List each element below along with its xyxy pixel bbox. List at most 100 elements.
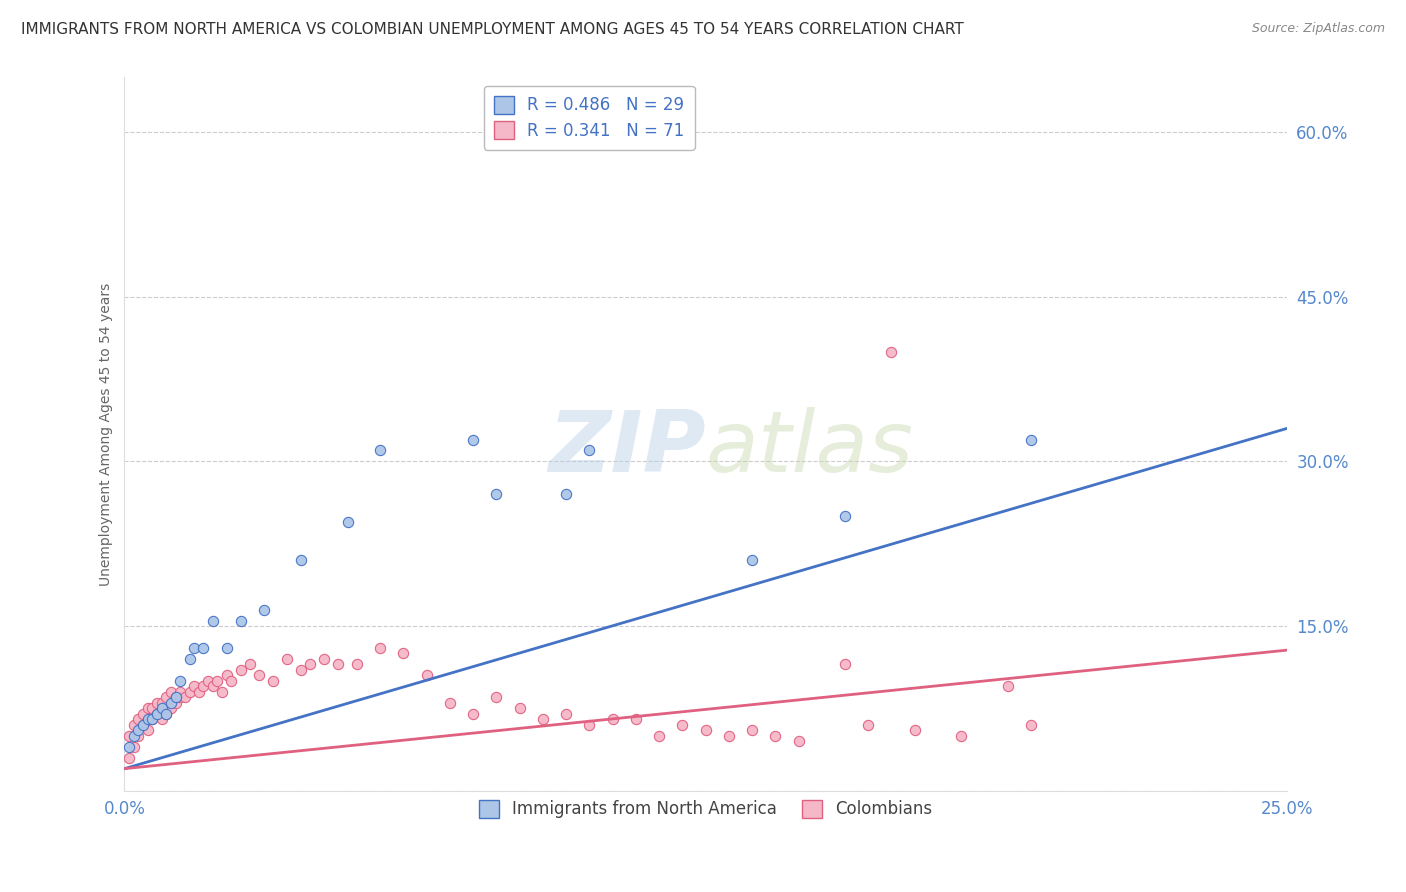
Point: [262, 673, 284, 688]
Point: [193, 679, 215, 693]
Point: [229, 614, 252, 628]
Point: [201, 679, 224, 693]
Point: [118, 739, 141, 754]
Point: [392, 647, 415, 661]
Point: [276, 652, 298, 666]
Text: ZIP: ZIP: [548, 407, 706, 490]
Point: [127, 729, 149, 743]
Point: [439, 696, 461, 710]
Text: IMMIGRANTS FROM NORTH AMERICA VS COLOMBIAN UNEMPLOYMENT AMONG AGES 45 TO 54 YEAR: IMMIGRANTS FROM NORTH AMERICA VS COLOMBI…: [21, 22, 965, 37]
Point: [290, 663, 312, 677]
Point: [578, 443, 600, 458]
Point: [118, 750, 141, 764]
Point: [165, 696, 187, 710]
Point: [127, 723, 149, 738]
Point: [555, 487, 578, 501]
Point: [461, 706, 484, 721]
Point: [132, 718, 155, 732]
Point: [290, 553, 312, 567]
Point: [415, 668, 437, 682]
Point: [834, 509, 856, 524]
Point: [169, 673, 191, 688]
Point: [215, 640, 238, 655]
Legend: Immigrants from North America, Colombians: Immigrants from North America, Colombian…: [472, 793, 939, 825]
Point: [328, 657, 350, 672]
Point: [183, 640, 205, 655]
Point: [717, 729, 740, 743]
Text: atlas: atlas: [706, 407, 914, 490]
Point: [555, 706, 578, 721]
Point: [950, 729, 973, 743]
Point: [221, 673, 243, 688]
Point: [880, 344, 903, 359]
Point: [169, 690, 191, 705]
Point: [314, 652, 336, 666]
Point: [247, 668, 270, 682]
Point: [531, 712, 554, 726]
Point: [141, 712, 163, 726]
Point: [787, 734, 810, 748]
Point: [155, 706, 177, 721]
Point: [648, 729, 671, 743]
Point: [146, 706, 169, 721]
Point: [136, 701, 159, 715]
Point: [155, 690, 177, 705]
Point: [193, 640, 215, 655]
Point: [179, 685, 201, 699]
Point: [485, 690, 508, 705]
Point: [346, 657, 368, 672]
Point: [763, 729, 786, 743]
Point: [118, 729, 141, 743]
Point: [299, 657, 322, 672]
Point: [461, 433, 484, 447]
Point: [485, 487, 508, 501]
Point: [336, 515, 359, 529]
Point: [229, 663, 252, 677]
Point: [624, 712, 647, 726]
Point: [127, 712, 149, 726]
Point: [165, 690, 187, 705]
Point: [671, 718, 693, 732]
Point: [368, 640, 391, 655]
Point: [136, 723, 159, 738]
Point: [741, 723, 763, 738]
Point: [207, 673, 229, 688]
Point: [174, 690, 197, 705]
Point: [141, 701, 163, 715]
Point: [1019, 718, 1042, 732]
Point: [509, 701, 531, 715]
Point: [146, 706, 169, 721]
Point: [155, 706, 177, 721]
Point: [122, 739, 145, 754]
Point: [141, 712, 163, 726]
Point: [165, 690, 187, 705]
Point: [150, 696, 173, 710]
Point: [695, 723, 717, 738]
Point: [215, 668, 238, 682]
Point: [183, 679, 205, 693]
Point: [122, 729, 145, 743]
Y-axis label: Unemployment Among Ages 45 to 54 years: Unemployment Among Ages 45 to 54 years: [100, 283, 114, 586]
Point: [169, 685, 191, 699]
Point: [834, 657, 856, 672]
Point: [197, 673, 219, 688]
Point: [146, 696, 169, 710]
Point: [132, 718, 155, 732]
Point: [160, 685, 183, 699]
Point: [741, 553, 763, 567]
Point: [122, 718, 145, 732]
Point: [602, 712, 624, 726]
Text: Source: ZipAtlas.com: Source: ZipAtlas.com: [1251, 22, 1385, 36]
Point: [997, 679, 1019, 693]
Point: [239, 657, 262, 672]
Point: [160, 701, 183, 715]
Point: [201, 614, 224, 628]
Point: [150, 712, 173, 726]
Point: [150, 701, 173, 715]
Point: [160, 696, 183, 710]
Point: [368, 443, 391, 458]
Point: [211, 685, 233, 699]
Point: [187, 685, 209, 699]
Point: [904, 723, 927, 738]
Point: [858, 718, 880, 732]
